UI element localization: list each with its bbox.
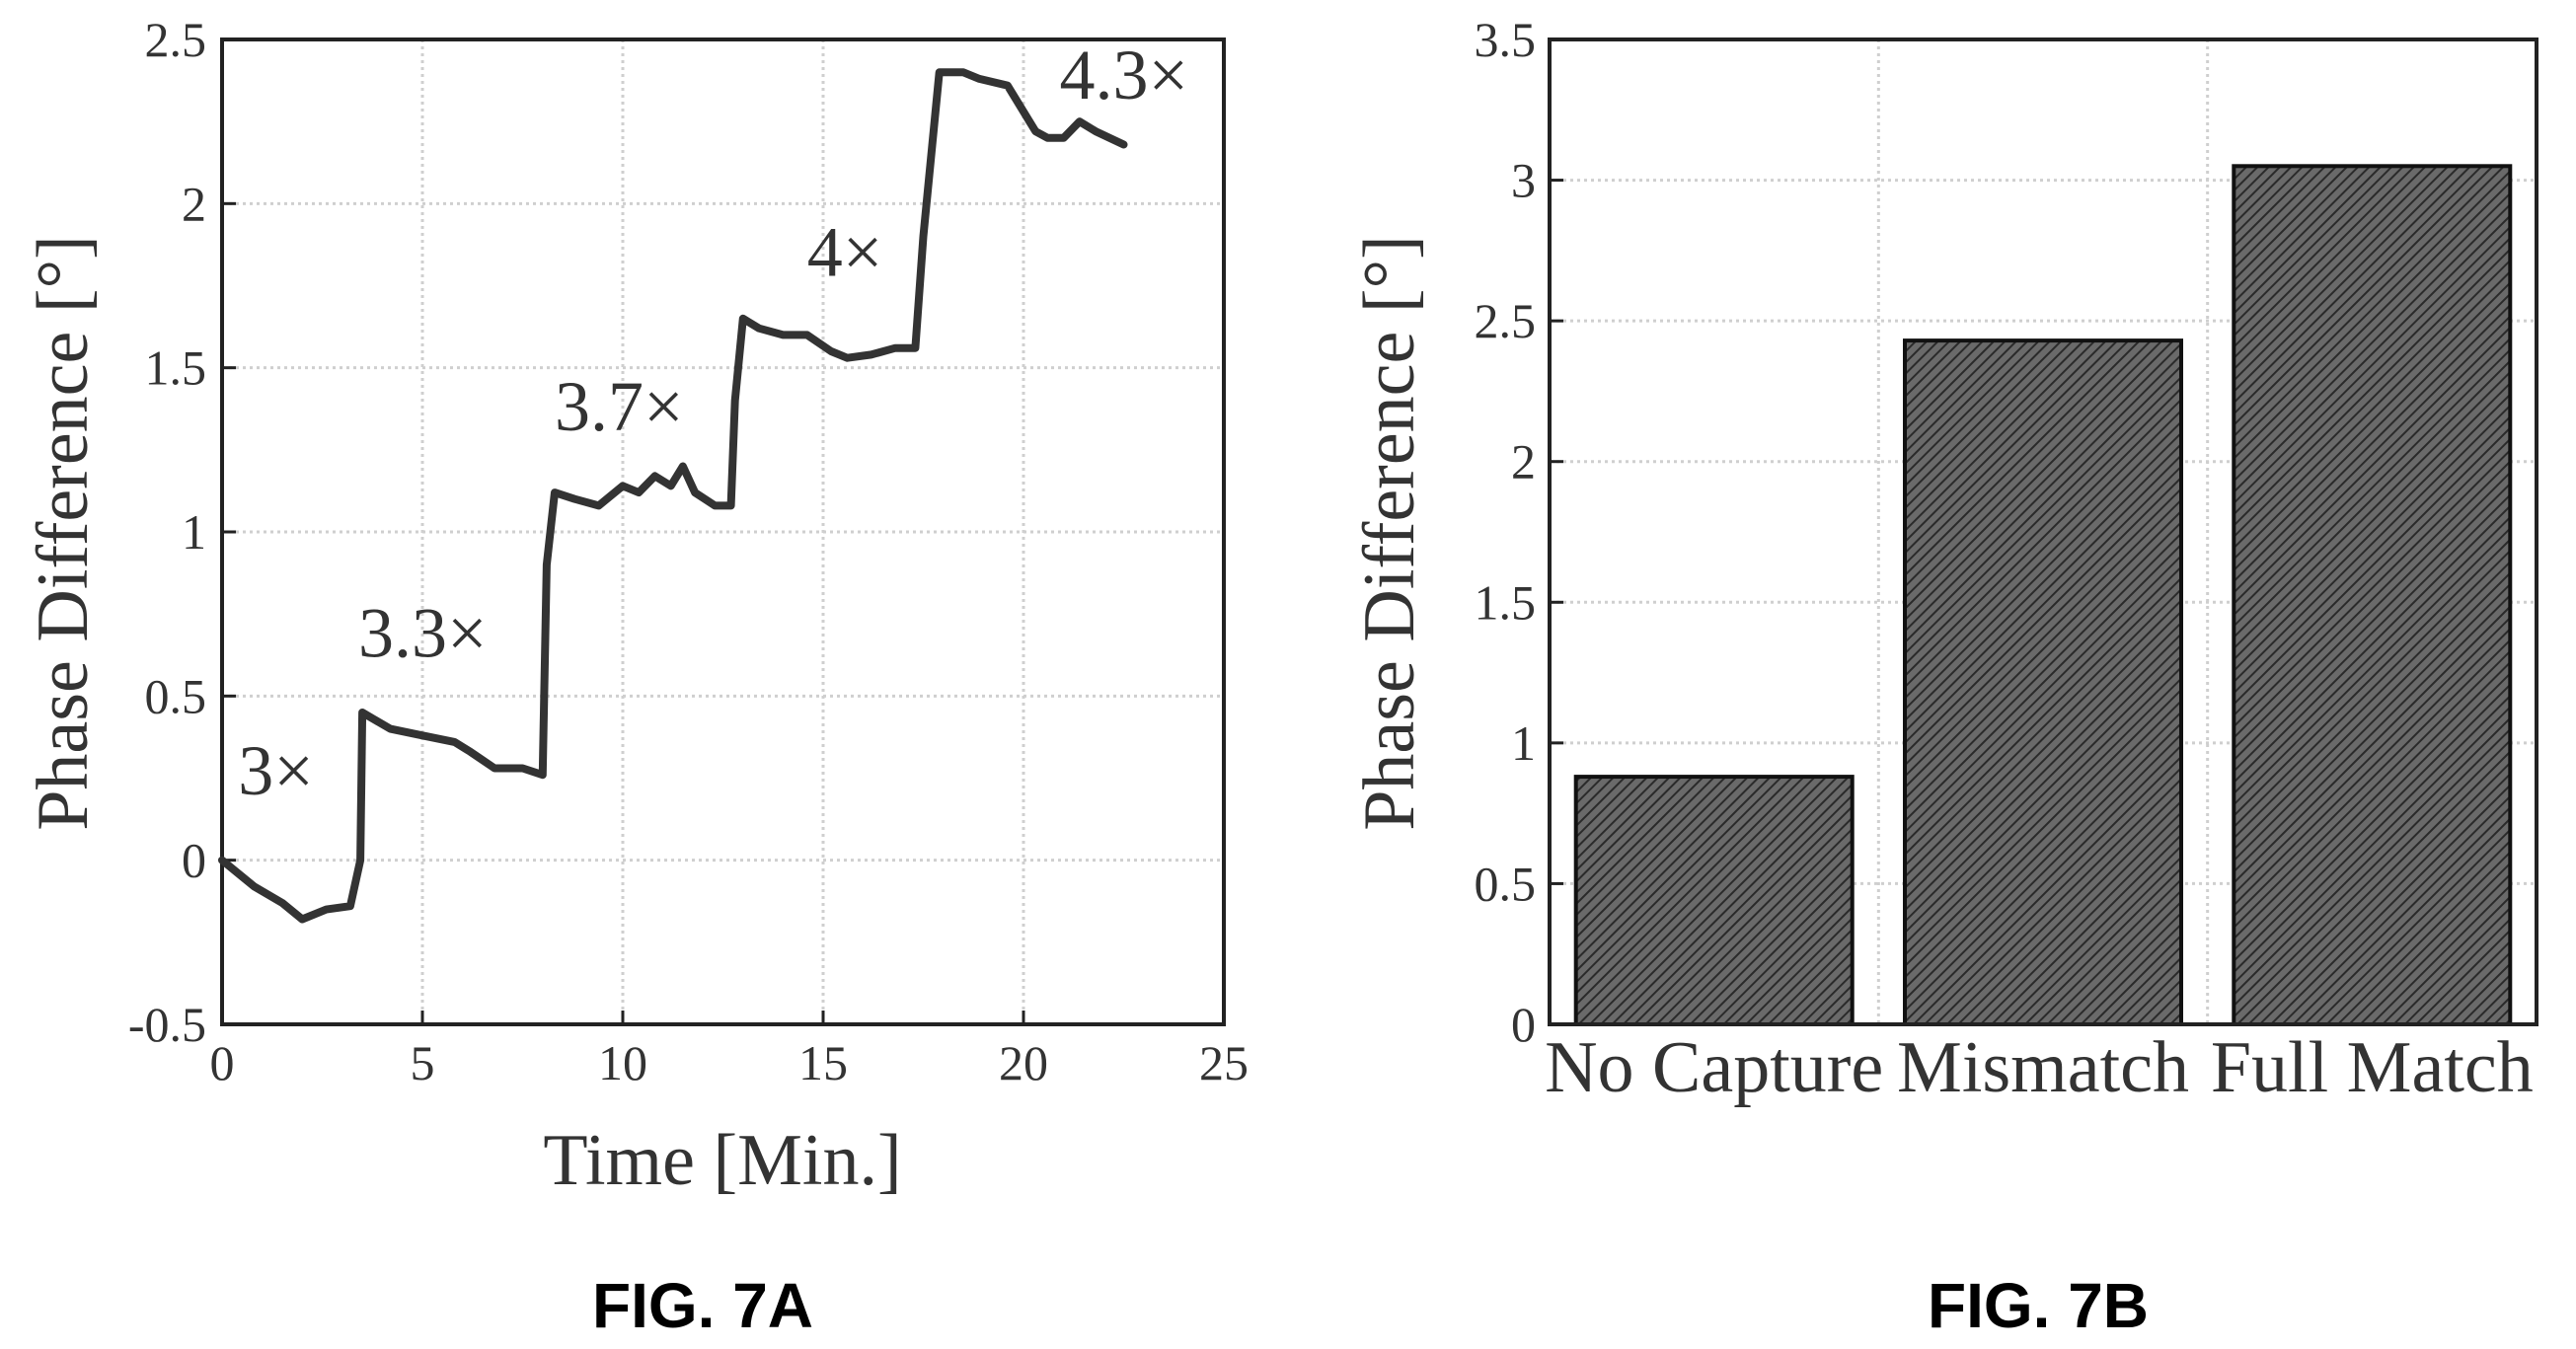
chart-7b-y-tick-label: 1: [1511, 715, 1536, 771]
chart-7b: 0 0.5 1 1.5 2 2.5 3 3.5 No Capture Mismatch Full …: [1349, 12, 2538, 1341]
chart-7b-frame: [1548, 37, 2538, 1026]
chart-7a-annotation: 4×: [807, 213, 883, 292]
chart-7a-y-tick-label: 1.5: [145, 340, 207, 396]
chart-7b-y-tick-label: 0.5: [1475, 856, 1537, 911]
chart-7b-y-tick-label: 0: [1511, 997, 1536, 1052]
chart-7a-x-tick-label: 5: [411, 1035, 435, 1090]
chart-7a-annotation: 3.3×: [358, 593, 488, 672]
chart-7a-x-tick-label: 25: [1199, 1035, 1249, 1090]
chart-7b-y-tick-label: 2: [1511, 434, 1536, 489]
chart-7b-bar: [1573, 775, 1855, 1026]
chart-7a-y-tick-label: 2: [182, 176, 206, 231]
chart-7a-grid: [222, 39, 1224, 1024]
chart-7a-x-tick-label: 20: [999, 1035, 1048, 1090]
chart-7b-category-labels: No Capture Mismatch Full Match: [1545, 1027, 2534, 1108]
chart-7b-category-label: Full Match: [2211, 1027, 2534, 1108]
chart-7a-annotation: 3.7×: [555, 367, 684, 446]
chart-7a-y-tick-label: 0: [182, 833, 206, 888]
chart-7b-y-axis-label: Phase Difference [°]: [1349, 235, 1430, 831]
chart-7b-y-tick-label: 3: [1511, 153, 1536, 208]
chart-7b-category-label: Mismatch: [1897, 1027, 2189, 1108]
chart-7b-bar: [1903, 338, 2183, 1027]
chart-7b-caption: FIG. 7B: [1928, 1270, 2149, 1341]
chart-7a-y-tick-label: 0.5: [145, 668, 207, 723]
chart-7a-x-tick-label: 15: [798, 1035, 848, 1090]
chart-7a-caption: FIG. 7A: [592, 1270, 813, 1341]
chart-7a-y-tick-label: 2.5: [145, 12, 207, 67]
chart-7b-category-label: No Capture: [1545, 1027, 1883, 1108]
chart-7a-ticks: 0 5 10 15 20 25-0.500.511.522.5: [128, 12, 1249, 1090]
chart-7a-y-tick-label: 1: [182, 504, 206, 560]
chart-7a-line-series: [218, 68, 1128, 924]
chart-7a-annotation: 4.3×: [1060, 36, 1189, 114]
chart-7a-frame: [220, 37, 1226, 1026]
chart-7b-y-tick-label: 2.5: [1475, 293, 1537, 348]
chart-7a-annotation: 3×: [238, 731, 314, 810]
chart-7a-annotations: 3× 3.3× 3.7× 4× 4.3×: [238, 36, 1188, 810]
chart-7a-x-tick-label: 0: [210, 1035, 235, 1090]
chart-7b-bars: [1573, 164, 2513, 1027]
chart-7a-y-axis-label: Phase Difference [°]: [23, 235, 104, 831]
chart-7b-bar: [2232, 164, 2513, 1027]
chart-7b-y-tick-label: 1.5: [1475, 574, 1537, 630]
chart-7a: 0 5 10 15 20 25-0.500.511.522.5 3×3.3×3.7×4×4…: [23, 12, 1249, 1341]
chart-7b-y-tick-label: 3.5: [1475, 12, 1537, 67]
chart-7a-x-tick-label: 10: [598, 1035, 647, 1090]
chart-7a-y-tick-label: -0.5: [128, 997, 206, 1052]
chart-7a-x-axis-label: Time [Min.]: [543, 1120, 901, 1201]
